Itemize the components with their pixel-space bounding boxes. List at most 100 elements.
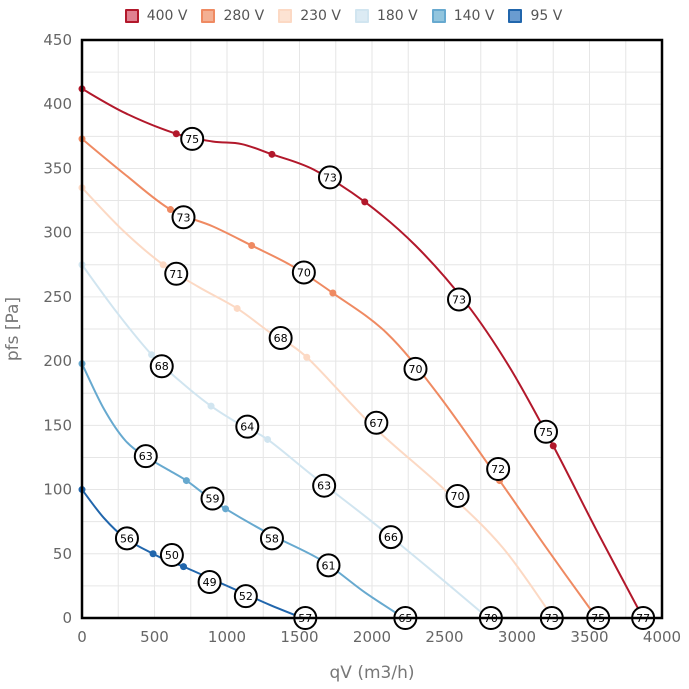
chart-legend: 400 V 280 V 230 V 180 V 140 V 95 V	[0, 8, 689, 24]
legend-swatch	[278, 9, 293, 23]
efficiency-label: 66	[384, 531, 398, 544]
legend-item[interactable]: 400 V	[124, 8, 187, 24]
legend-item[interactable]: 140 V	[431, 8, 494, 24]
legend-swatch	[508, 9, 523, 23]
grid	[82, 40, 662, 618]
data-point	[248, 242, 256, 250]
efficiency-label-circle	[486, 457, 511, 482]
labels-180-v: 68 64 63 66 70	[149, 354, 503, 630]
labels-230-v: 71 68 67 70 73	[164, 261, 564, 630]
efficiency-label-circle	[159, 543, 184, 568]
efficiency-label-circle	[447, 287, 471, 312]
efficiency-label-circle	[403, 356, 428, 381]
data-point	[159, 261, 167, 269]
efficiency-label-circle	[316, 553, 341, 578]
efficiency-label: 63	[139, 450, 153, 463]
data-point	[180, 563, 187, 571]
efficiency-label: 58	[265, 532, 279, 545]
y-tick-label: 250	[43, 288, 72, 306]
efficiency-label: 73	[323, 171, 337, 184]
legend-swatch	[201, 9, 216, 23]
series-140-v	[78, 360, 408, 622]
y-tick-label: 0	[62, 609, 72, 627]
data-point	[268, 150, 276, 158]
legend-item[interactable]: 180 V	[354, 8, 418, 24]
legend-label: 95 V	[530, 8, 563, 24]
x-tick-label: 0	[77, 628, 87, 646]
efficiency-label: 73	[177, 211, 191, 224]
x-axis-title: qV (m3/h)	[330, 663, 415, 683]
efficiency-label-circle	[378, 525, 403, 550]
data-point	[361, 198, 369, 206]
x-tick-label: 1500	[280, 628, 318, 646]
efficiency-label-circle	[180, 126, 205, 151]
series-230-v	[78, 184, 557, 622]
x-tick-label: 3500	[570, 628, 608, 646]
efficiency-label: 73	[452, 293, 466, 306]
y-tick-label: 300	[43, 224, 72, 242]
data-point	[207, 402, 215, 410]
x-tick-label: 3000	[498, 628, 536, 646]
data-point	[222, 505, 230, 513]
x-tick-label: 2000	[353, 628, 391, 646]
data-point	[149, 550, 157, 558]
series-180-v	[78, 261, 492, 622]
efficiency-label-circle	[534, 419, 558, 444]
efficiency-label: 70	[451, 490, 465, 503]
efficiency-label-circle	[259, 526, 284, 551]
efficiency-label: 59	[206, 493, 220, 506]
efficiency-label: 56	[120, 532, 134, 545]
data-point	[303, 353, 311, 361]
efficiency-label: 64	[240, 421, 254, 434]
plot-border	[80, 38, 664, 620]
efficiency-label-circle	[235, 414, 260, 439]
legend-label: 280 V	[223, 8, 265, 24]
y-tick-label: 100	[43, 481, 72, 499]
x-tick-label: 1000	[208, 628, 246, 646]
efficiency-label: 61	[322, 559, 336, 572]
legend-item[interactable]: 230 V	[278, 8, 341, 24]
efficiency-label-circle	[317, 165, 342, 190]
efficiency-label: 70	[297, 266, 311, 279]
data-point	[233, 304, 241, 312]
efficiency-label-circle	[200, 486, 225, 511]
y-tick-label: 150	[43, 416, 72, 434]
efficiency-label: 75	[185, 133, 199, 146]
efficiency-label-circle	[364, 410, 389, 435]
data-point	[182, 477, 190, 485]
efficiency-label: 70	[409, 363, 423, 376]
legend-item[interactable]: 95 V	[508, 8, 562, 24]
efficiency-label-circle	[197, 570, 222, 595]
legend-swatch	[354, 9, 369, 23]
efficiency-label: 71	[169, 268, 183, 281]
efficiency-label-circle	[164, 261, 189, 286]
efficiency-label-circle	[291, 260, 316, 285]
efficiency-label: 50	[165, 549, 179, 562]
efficiency-label-circle	[133, 444, 158, 469]
efficiency-label-circle	[268, 325, 293, 350]
efficiency-label: 68	[155, 360, 169, 373]
y-tick-label: 450	[43, 31, 72, 49]
data-point	[166, 206, 174, 214]
efficiency-label-circle	[114, 526, 139, 551]
legend-item[interactable]: 280 V	[201, 8, 264, 24]
series-line	[81, 138, 598, 619]
data-point	[549, 442, 557, 450]
y-tick-label: 350	[43, 159, 72, 177]
efficiency-label-circle	[233, 584, 258, 609]
data-point	[172, 130, 180, 138]
series-line	[81, 264, 489, 619]
x-tick-label: 2500	[425, 628, 463, 646]
legend-label: 230 V	[300, 8, 341, 24]
y-tick-label: 400	[43, 95, 72, 113]
data-point	[329, 289, 337, 297]
series-line	[81, 363, 405, 619]
y-tick-label: 200	[43, 352, 72, 370]
data-point	[264, 435, 272, 443]
efficiency-label: 68	[274, 332, 288, 345]
efficiency-label: 67	[369, 417, 383, 430]
legend-label: 180 V	[376, 8, 418, 24]
efficiency-label-circle	[445, 483, 470, 508]
